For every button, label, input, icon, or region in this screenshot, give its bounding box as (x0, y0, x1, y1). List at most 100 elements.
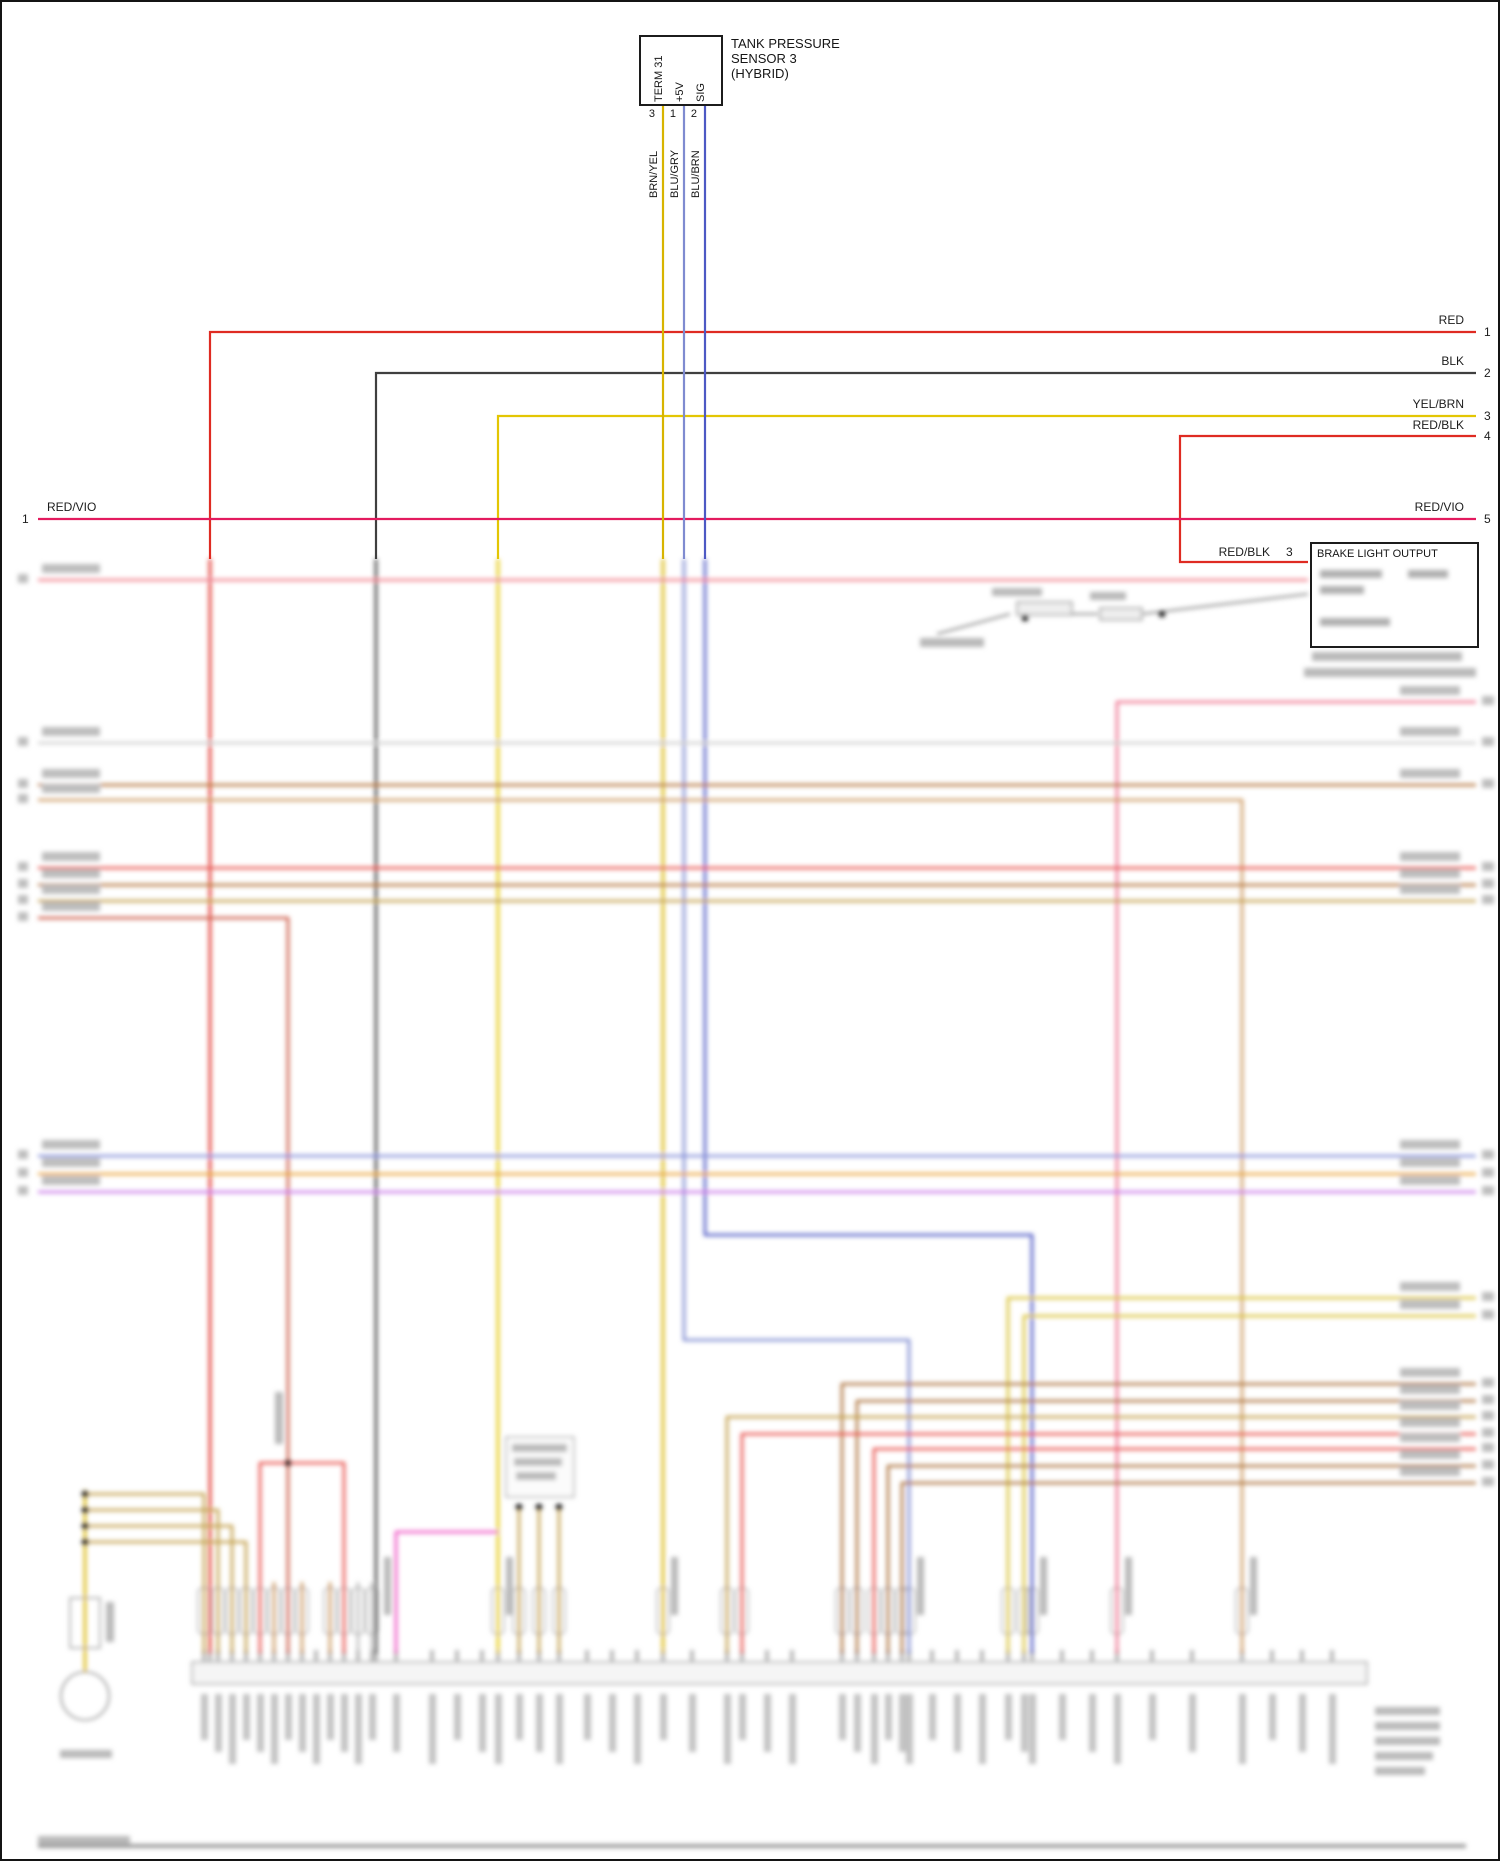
blurred-box-text (1320, 570, 1382, 578)
blurred-wire (1006, 1296, 1476, 1654)
sensor-pin-number-2: 2 (690, 108, 697, 120)
label-redvio-right: RED/VIO (1415, 500, 1464, 514)
num-yelbrn: 3 (1484, 409, 1491, 423)
blurred-wire-label (1400, 769, 1460, 778)
blurred-text (1375, 1752, 1433, 1760)
bus-pin-label (689, 1694, 696, 1752)
blurred-wire (85, 1524, 234, 1654)
bus-pin (585, 1650, 589, 1662)
bus-pin (1090, 1650, 1094, 1662)
blurred-wire-number (18, 1186, 28, 1195)
bus-pin-label (215, 1694, 222, 1752)
blurred-wire-label (1400, 1467, 1460, 1476)
blurred-wire (740, 1432, 1476, 1654)
blurred-wire-number (1482, 1477, 1494, 1486)
bus-pin-label (393, 1694, 400, 1752)
bus-pin-label (229, 1694, 236, 1764)
blurred-wire-label (1400, 1450, 1460, 1459)
bus-pin-label (1299, 1694, 1306, 1752)
bus-pin-label (724, 1694, 731, 1764)
brake-light-output-box: BRAKE LIGHT OUTPUT (1310, 542, 1479, 648)
sensor-title: TANK PRESSURE SENSOR 3 (HYBRID) (731, 36, 840, 81)
brake-light-output-title: BRAKE LIGHT OUTPUT (1317, 548, 1438, 560)
bus-pin (1300, 1650, 1304, 1662)
junction-dot (81, 1490, 89, 1498)
bus-pin-label (1149, 1694, 1156, 1740)
blurred-wire-number (1482, 1292, 1494, 1301)
num-redblk: 4 (1484, 429, 1491, 443)
num-blk: 2 (1484, 366, 1491, 380)
blurred-text (106, 1602, 114, 1642)
bus-pin (1022, 1650, 1026, 1662)
switch-box-1 (1016, 601, 1073, 616)
blurred-wire (85, 1492, 206, 1654)
blurred-wire (1141, 593, 1309, 615)
bus-pin (342, 1650, 346, 1662)
bus-pin (314, 1650, 318, 1662)
bus-pin-label (536, 1694, 543, 1752)
sharp-region: RED 1 BLK 2 YEL/BRN 3 RED/BLK 4 RED/VIO 5 RED/VIO 1… (22, 106, 1491, 564)
bus-pin-label (1189, 1694, 1196, 1752)
bus-pin-label (454, 1694, 461, 1740)
sensor-pin-number-1: 1 (669, 108, 676, 120)
blurred-wire-number (18, 737, 28, 746)
wire-color-label-blu-brn: BLU/BRN (690, 150, 702, 198)
junction-dot (555, 1503, 563, 1511)
bus-pin-label (1269, 1694, 1276, 1740)
bus-pin (1190, 1650, 1194, 1662)
bus-pin-label (764, 1694, 771, 1752)
bus-pin-label (871, 1694, 878, 1764)
bus-pin (980, 1650, 984, 1662)
bus-pin-label (355, 1694, 362, 1764)
bus-pin (208, 1650, 212, 1662)
blurred-wire-label (42, 852, 100, 861)
sensor-title-line-1: TANK PRESSURE (731, 36, 840, 51)
blurred-wire (1115, 700, 1476, 1654)
label-red: RED (1439, 313, 1465, 327)
bus-pin-label (271, 1694, 278, 1764)
bus-pin-label (1089, 1694, 1096, 1752)
sensor-pin-term-sig: SIG (695, 83, 707, 102)
bus-pin (765, 1650, 769, 1662)
tank-pressure-sensor-connector (639, 35, 723, 106)
bus-pin-label (327, 1694, 334, 1740)
blurred-wire-label (1400, 1385, 1460, 1394)
blurred-wire-label (1400, 1401, 1460, 1410)
blurred-wire-label (1400, 1368, 1460, 1377)
blurred-text (275, 1392, 283, 1444)
blurred-wire (85, 1508, 220, 1654)
blurred-wire-label (1400, 1433, 1460, 1442)
blurred-wire (840, 1382, 1476, 1654)
bus-pin (840, 1650, 844, 1662)
bus-pin-label (1005, 1694, 1012, 1740)
junction-dot (535, 1503, 543, 1511)
bus-pin-label (634, 1694, 641, 1764)
bus-pin-label (429, 1694, 436, 1764)
bus-pin-label (854, 1694, 861, 1752)
blurred-wire-number (18, 895, 28, 904)
bus-pin (872, 1650, 876, 1662)
bus-pin (286, 1650, 290, 1662)
blurred-box-text (1408, 570, 1448, 578)
blurred-wire-label (42, 769, 100, 778)
blurred-wire (872, 1447, 1476, 1654)
junction-dot (81, 1506, 89, 1514)
blurred-box-text (1320, 618, 1390, 626)
bus-pin-label (243, 1694, 250, 1740)
blurred-wire-label (1400, 1140, 1460, 1149)
blurred-text (1040, 1557, 1047, 1615)
sensor-title-line-2: SENSOR 3 (731, 51, 797, 66)
wire-yel-brn (496, 414, 1476, 559)
bus-pin (244, 1650, 248, 1662)
bus-pin (328, 1650, 332, 1662)
blurred-wire-number (1482, 1428, 1494, 1437)
sensor-pin-term-31: TERM 31 (653, 55, 665, 102)
blurred-text (1375, 1722, 1440, 1730)
bus-pin-label (369, 1694, 376, 1740)
label-redvio-left: RED/VIO (47, 500, 96, 514)
blurred-wire (394, 1530, 498, 1654)
bus-pin (455, 1650, 459, 1662)
bus-pin (430, 1650, 434, 1662)
bus-pin-label (341, 1694, 348, 1752)
